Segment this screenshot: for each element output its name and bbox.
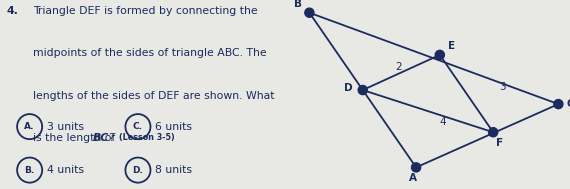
Text: midpoints of the sides of triangle ABC. The: midpoints of the sides of triangle ABC. … [33, 48, 267, 58]
Text: B: B [294, 0, 302, 9]
Text: A: A [409, 173, 417, 183]
Ellipse shape [305, 8, 314, 17]
Text: C.: C. [133, 122, 143, 131]
Text: 2: 2 [395, 62, 402, 72]
Text: 6 units: 6 units [155, 122, 192, 132]
Text: 4: 4 [439, 117, 446, 127]
Ellipse shape [488, 128, 498, 137]
Text: C: C [567, 99, 570, 109]
Text: A.: A. [25, 122, 35, 131]
Text: 3 units: 3 units [47, 122, 84, 132]
Ellipse shape [554, 100, 563, 109]
Text: Triangle DEF is formed by connecting the: Triangle DEF is formed by connecting the [33, 6, 258, 16]
Text: F: F [495, 138, 503, 148]
Text: B.: B. [25, 166, 35, 175]
Text: ?: ? [108, 133, 113, 143]
Text: 4 units: 4 units [47, 165, 84, 175]
Text: D.: D. [132, 166, 144, 175]
Text: 8 units: 8 units [155, 165, 192, 175]
Ellipse shape [358, 85, 367, 95]
Text: BC: BC [93, 133, 109, 143]
Ellipse shape [412, 163, 421, 172]
Ellipse shape [435, 50, 445, 60]
Text: D: D [344, 83, 352, 93]
Text: E: E [448, 41, 455, 51]
Text: lengths of the sides of DEF are shown. What: lengths of the sides of DEF are shown. W… [33, 91, 275, 101]
Text: 4.: 4. [7, 6, 19, 16]
Text: 3: 3 [499, 81, 506, 91]
Text: is the length of: is the length of [33, 133, 119, 143]
Text: (Lesson 3-5): (Lesson 3-5) [119, 133, 175, 142]
